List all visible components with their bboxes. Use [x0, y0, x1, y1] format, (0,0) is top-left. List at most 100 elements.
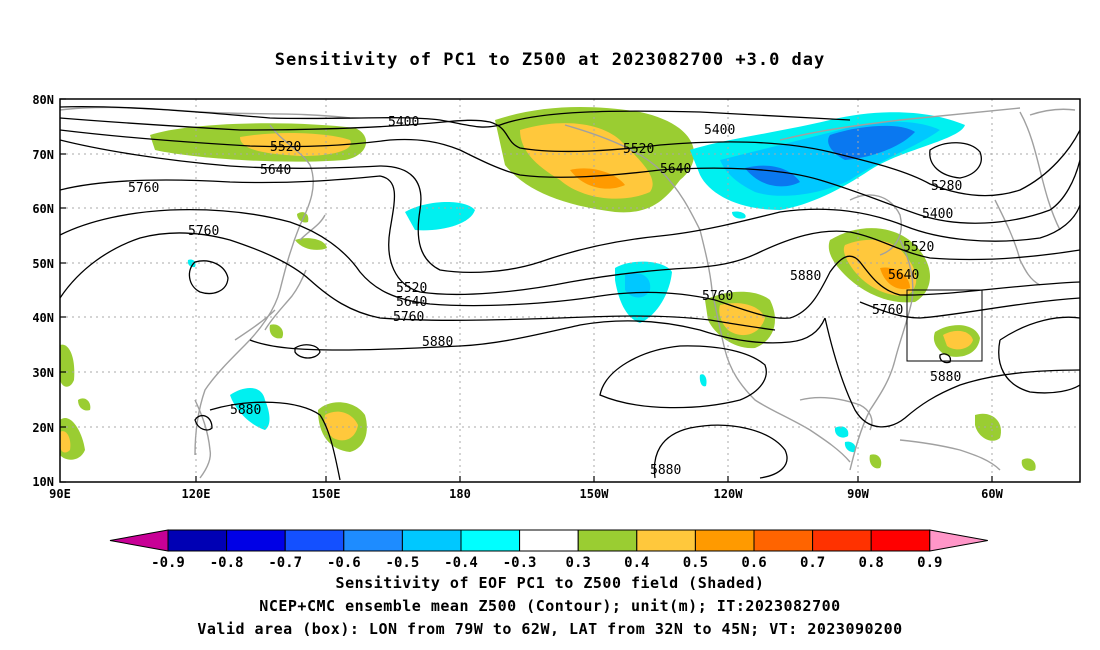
- colorbar-tick-label: 0.6: [741, 555, 766, 571]
- map-title: Sensitivity of PC1 to Z500 at 2023082700…: [274, 50, 826, 70]
- shade-negative-region: [405, 201, 475, 231]
- contour-label: 5880: [650, 463, 681, 478]
- latitude-labels: 80N 70N 60N 50N 40N 30N 20N 10N: [32, 93, 54, 489]
- contour-label: 5520: [623, 142, 654, 157]
- shade-negative-region: [699, 374, 707, 387]
- contour-label: 5400: [388, 115, 419, 130]
- sensitivity-shading: [60, 107, 1036, 471]
- contour-label: 5640: [888, 268, 919, 283]
- lat-label: 80N: [32, 93, 54, 107]
- colorbar-swatch: [460, 529, 521, 552]
- lon-label: 150W: [580, 487, 610, 501]
- coastline-caribbean: [899, 439, 1001, 471]
- colorbar-tick-label: -0.3: [503, 555, 537, 571]
- contour-label: 5640: [396, 295, 427, 310]
- contour-line: [939, 353, 952, 364]
- colorbar-swatch: [753, 529, 814, 552]
- shade-positive-region: [240, 133, 351, 156]
- shade-positive-region: [324, 411, 358, 441]
- colorbar-tick-label: -0.4: [444, 555, 478, 571]
- shade-negative-region: [732, 211, 746, 219]
- colorbar-swatch: [226, 529, 286, 552]
- longitude-labels: 90E 120E 150E 180 150W 120W 90W 60W: [49, 487, 1003, 501]
- contour-label: 5520: [903, 240, 934, 255]
- contour-line: [294, 344, 321, 359]
- map-plot-area: 5400 5520 5640 5760 5760 5400 5520 5640 …: [60, 99, 1080, 482]
- shade-positive-region: [880, 267, 910, 290]
- coastline-greenland-south: [994, 199, 1041, 286]
- lat-label: 70N: [32, 148, 54, 162]
- contour-line: [60, 208, 1080, 319]
- contour-line: [60, 139, 1080, 273]
- contour-label: 5520: [396, 281, 427, 296]
- contour-label: 5400: [704, 123, 735, 138]
- contour-line: [249, 317, 1080, 428]
- colorbar-tick-label: 0.7: [800, 555, 825, 571]
- lat-label: 60N: [32, 202, 54, 216]
- shade-positive-region: [975, 413, 1001, 441]
- shade-positive-region: [943, 330, 973, 350]
- contour-label: 5880: [422, 335, 453, 350]
- shade-negative-region: [187, 259, 196, 268]
- colorbar-swatch: [870, 529, 931, 552]
- caption-contour: NCEP+CMC ensemble mean Z500 (Contour); u…: [259, 597, 841, 615]
- shade-negative-region: [230, 388, 270, 430]
- shade-positive-region: [78, 398, 91, 411]
- contour-line: [60, 175, 1080, 296]
- shade-positive-region: [60, 344, 75, 387]
- contour-line: [60, 129, 1080, 224]
- colorbar-tick-label: -0.5: [386, 555, 420, 571]
- colorbar-swatch: [167, 529, 228, 552]
- contour-labels: 5400 5520 5640 5760 5760 5400 5520 5640 …: [128, 115, 962, 478]
- map-frame: [59, 98, 1081, 483]
- contour-line: [194, 401, 341, 481]
- colorbar-swatch: [577, 529, 638, 552]
- contour-label: 5880: [230, 403, 261, 418]
- contour-label: 5400: [922, 207, 953, 222]
- z500-contours: [60, 106, 1080, 481]
- lat-label: 50N: [32, 257, 54, 271]
- shade-negative-region: [828, 125, 915, 160]
- contour-label: 5280: [931, 179, 962, 194]
- contour-line: [653, 424, 788, 479]
- contour-line: [929, 142, 982, 179]
- lat-label: 20N: [32, 421, 54, 435]
- colorbar-end-triangle: [929, 529, 988, 552]
- lon-label: 120E: [182, 487, 211, 501]
- lat-label: 10N: [32, 475, 54, 489]
- colorbar-swatch: [401, 529, 462, 552]
- colorbar-swatch: [812, 529, 872, 552]
- lon-label: 120W: [714, 487, 744, 501]
- shade-positive-region: [295, 238, 327, 250]
- coastline-east-us: [849, 239, 914, 471]
- lon-label: 60W: [981, 487, 1003, 501]
- contour-label: 5640: [660, 162, 691, 177]
- caption-valid-area: Valid area (box): LON from 79W to 62W, L…: [197, 620, 903, 638]
- colorbar-tick-label: 0.5: [683, 555, 708, 571]
- lon-label: 150E: [312, 487, 341, 501]
- colorbar-tick-label: -0.9: [151, 555, 185, 571]
- colorbar-swatch: [343, 529, 403, 552]
- shade-positive-region: [869, 454, 882, 469]
- contour-line: [188, 260, 229, 295]
- lat-label: 30N: [32, 366, 54, 380]
- colorbar-tick-label: 0.4: [624, 555, 649, 571]
- colorbar-swatch: [284, 529, 345, 552]
- shade-positive-region: [1021, 458, 1036, 471]
- colorbar-swatch: [519, 529, 579, 552]
- lat-label: 40N: [32, 311, 54, 325]
- contour-label: 5880: [790, 269, 821, 284]
- contour-label: 5760: [872, 303, 903, 318]
- contour-label: 5640: [260, 163, 291, 178]
- colorbar-tick-label: -0.7: [268, 555, 302, 571]
- shade-positive-region: [60, 431, 71, 453]
- coastline-greenland: [1019, 108, 1076, 231]
- colorbar-swatch: [636, 529, 696, 552]
- contour-label: 5520: [270, 140, 301, 155]
- contour-line: [60, 106, 851, 128]
- caption-shading: Sensitivity of EOF PC1 to Z500 field (Sh…: [335, 574, 765, 592]
- colorbar-tick-label: 0.9: [917, 555, 942, 571]
- coastline-philippines: [194, 399, 212, 479]
- shade-negative-region: [625, 273, 651, 298]
